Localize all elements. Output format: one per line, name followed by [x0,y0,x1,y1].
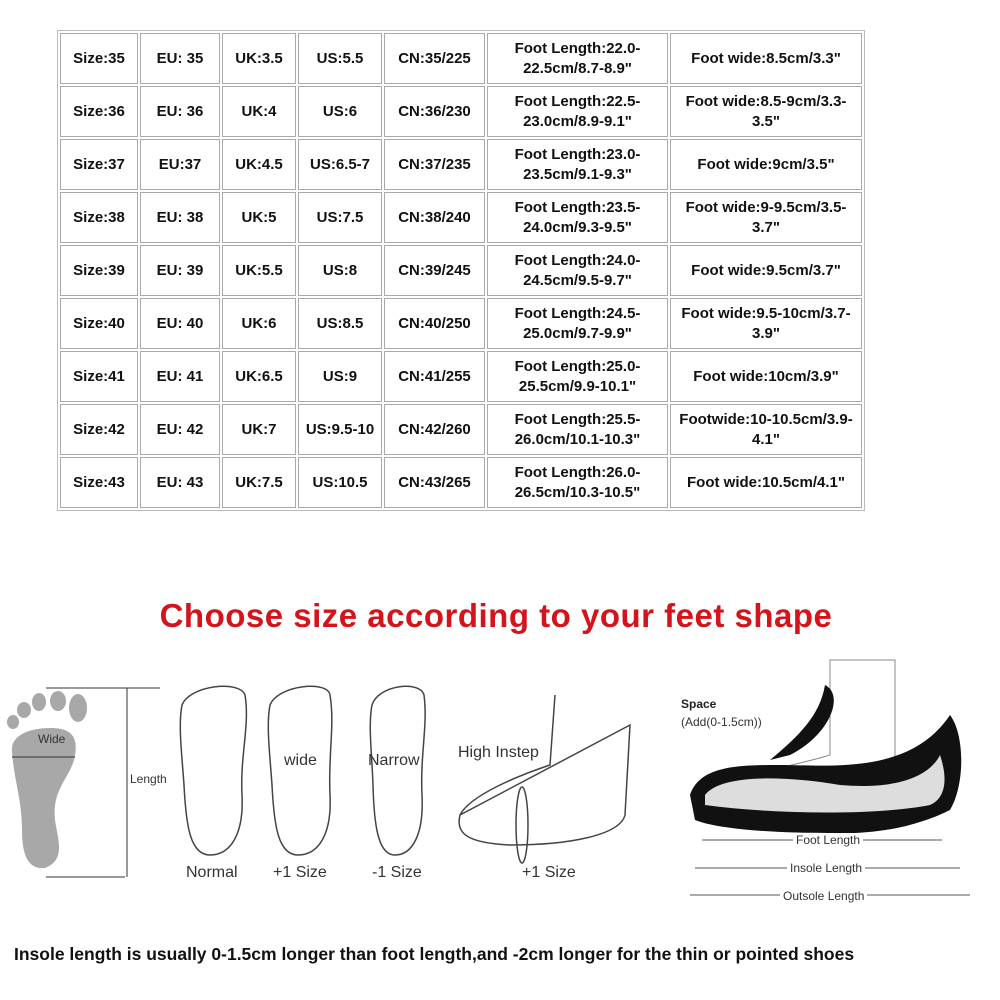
table-cell: UK:3.5 [222,33,296,84]
table-cell: US:6 [298,86,382,137]
space-add-label: (Add(0-1.5cm)) [681,715,762,729]
table-cell: Foot Length:25.5-26.0cm/10.1-10.3" [487,404,668,455]
table-cell: UK:5 [222,192,296,243]
table-cell: Size:41 [60,351,138,402]
normal-label: Normal [186,864,238,881]
table-cell: Foot Length:25.0-25.5cm/9.9-10.1" [487,351,668,402]
table-cell: CN:36/230 [384,86,485,137]
table-cell: EU: 39 [140,245,220,296]
table-cell: Foot wide:10.5cm/4.1" [670,457,862,508]
table-cell: EU: 41 [140,351,220,402]
table-cell: Foot wide:10cm/3.9" [670,351,862,402]
outsole-length-label: Outsole Length [780,889,868,903]
table-row: Size:40 EU: 40 UK:6 US:8.5 CN:40/250 Foot Len… [60,298,862,349]
table-cell: CN:42/260 [384,404,485,455]
high-instep-size-label: +1 Size [522,864,576,881]
table-cell: Size:35 [60,33,138,84]
table-cell: US:9 [298,351,382,402]
table-cell: Foot wide:9.5cm/3.7" [670,245,862,296]
table-cell: Foot wide:9-9.5cm/3.5-3.7" [670,192,862,243]
narrow-size-label: -1 Size [372,864,422,881]
table-cell: EU: 40 [140,298,220,349]
table-cell: Size:36 [60,86,138,137]
table-row: Size:43 EU: 43 UK:7.5 US:10.5 CN:43/265 Foot … [60,457,862,508]
narrow-foot-label: Narrow [368,752,420,769]
wide-size-label: +1 Size [273,864,327,881]
page-title: Choose size according to your feet shape [159,597,833,634]
table-cell: CN:43/265 [384,457,485,508]
insole-length-label: Insole Length [787,861,866,875]
table-cell: Foot Length:23.0-23.5cm/9.1-9.3" [487,139,668,190]
table-cell: Foot wide:8.5-9cm/3.3-3.5" [670,86,862,137]
table-cell: Foot wide:9.5-10cm/3.7-3.9" [670,298,862,349]
table-cell: US:9.5-10 [298,404,382,455]
table-cell: Size:40 [60,298,138,349]
space-label: Space [681,697,717,711]
table-cell: CN:38/240 [384,192,485,243]
shoe-cross-section-illustration [690,659,970,896]
table-cell: EU:37 [140,139,220,190]
table-cell: EU: 38 [140,192,220,243]
table-row: Size:39 EU: 39 UK:5.5 US:8 CN:39/245 Foot Len… [60,245,862,296]
table-cell: UK:6.5 [222,351,296,402]
table-cell: UK:4 [222,86,296,137]
table-cell: US:7.5 [298,192,382,243]
table-cell: Foot Length:24.5-25.0cm/9.7-9.9" [487,298,668,349]
table-cell: Size:42 [60,404,138,455]
foot-measure-illustration [7,687,160,878]
table-cell: UK:6 [222,298,296,349]
table-cell: US:10.5 [298,457,382,508]
table-cell: US:6.5-7 [298,139,382,190]
table-cell: EU: 36 [140,86,220,137]
table-cell: Foot wide:8.5cm/3.3" [670,33,862,84]
table-cell: CN:39/245 [384,245,485,296]
table-cell: Foot wide:9cm/3.5" [670,139,862,190]
high-instep-label: High Instep [458,744,539,761]
table-cell: Footwide:10-10.5cm/3.9-4.1" [670,404,862,455]
table-row: Size:41 EU: 41 UK:6.5 US:9 CN:41/255 Foot Len… [60,351,862,402]
table-cell: US:8.5 [298,298,382,349]
table-cell: Size:39 [60,245,138,296]
table-cell: EU: 42 [140,404,220,455]
table-cell: Foot Length:24.0-24.5cm/9.5-9.7" [487,245,668,296]
table-cell: Size:37 [60,139,138,190]
size-chart-table: Size:35 EU: 35 UK:3.5 US:5.5 CN:35/225 Foot L… [57,30,865,511]
table-cell: CN:37/235 [384,139,485,190]
foot-outlines-illustration [179,685,631,864]
wide-label: Wide [38,732,66,746]
length-label: Length [130,772,167,786]
table-cell: EU: 35 [140,33,220,84]
table-cell: UK:7 [222,404,296,455]
table-cell: US:8 [298,245,382,296]
table-cell: CN:35/225 [384,33,485,84]
table-cell: CN:41/255 [384,351,485,402]
table-cell: Foot Length:22.0-22.5cm/8.7-8.9" [487,33,668,84]
table-cell: US:5.5 [298,33,382,84]
table-cell: UK:5.5 [222,245,296,296]
table-cell: Foot Length:22.5-23.0cm/8.9-9.1" [487,86,668,137]
table-cell: Foot Length:26.0-26.5cm/10.3-10.5" [487,457,668,508]
foot-length-label: Foot Length [793,833,864,847]
table-row: Size:42 EU: 42 UK:7 US:9.5-10 CN:42/260 Foot … [60,404,862,455]
footer-note: Insole length is usually 0-1.5cm longer … [14,944,855,964]
table-row: Size:37 EU:37 UK:4.5 US:6.5-7 CN:37/235 Foot … [60,139,862,190]
table-row: Size:38 EU: 38 UK:5 US:7.5 CN:38/240 Foot Len… [60,192,862,243]
wide-foot-label: wide [284,752,317,769]
table-cell: Size:43 [60,457,138,508]
table-cell: Size:38 [60,192,138,243]
table-cell: UK:7.5 [222,457,296,508]
table-row: Size:35 EU: 35 UK:3.5 US:5.5 CN:35/225 Foot L… [60,33,862,84]
table-cell: UK:4.5 [222,139,296,190]
table-cell: EU: 43 [140,457,220,508]
table-cell: Foot Length:23.5-24.0cm/9.3-9.5" [487,192,668,243]
table-cell: CN:40/250 [384,298,485,349]
table-row: Size:36 EU: 36 UK:4 US:6 CN:36/230 Foot Lengt… [60,86,862,137]
